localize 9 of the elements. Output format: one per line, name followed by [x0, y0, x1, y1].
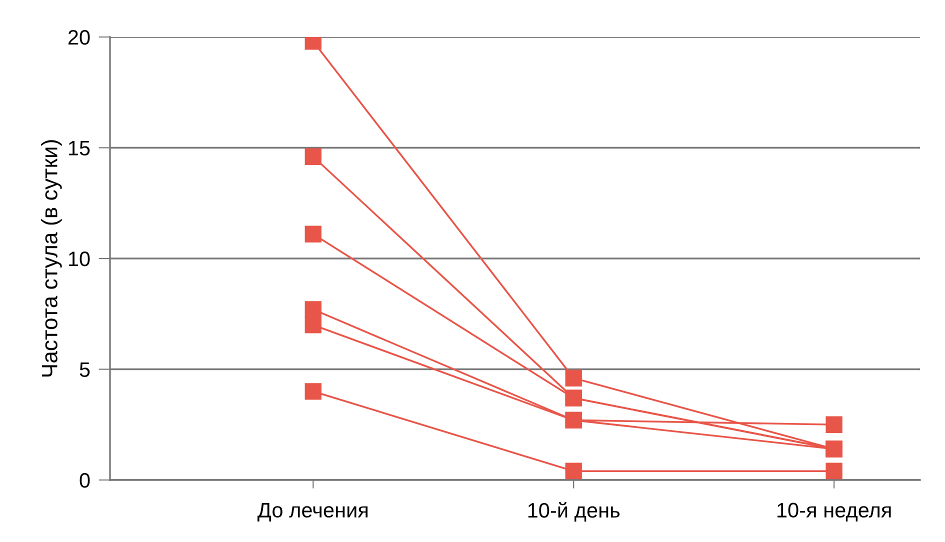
y-tick-label: 20: [68, 30, 90, 45]
x-tick-label: До лечения: [257, 502, 368, 522]
y-tick-label: 0: [80, 473, 90, 488]
x-tick-label: 10-й день: [528, 502, 620, 522]
y-tick-label: 15: [68, 140, 90, 156]
y-axis-title: Частота стула (в сутки): [41, 140, 62, 377]
x-tick-label: 10-я неделя: [778, 502, 891, 522]
y-tick-label: 10: [68, 252, 90, 266]
y-tick-label: 5: [80, 362, 90, 378]
